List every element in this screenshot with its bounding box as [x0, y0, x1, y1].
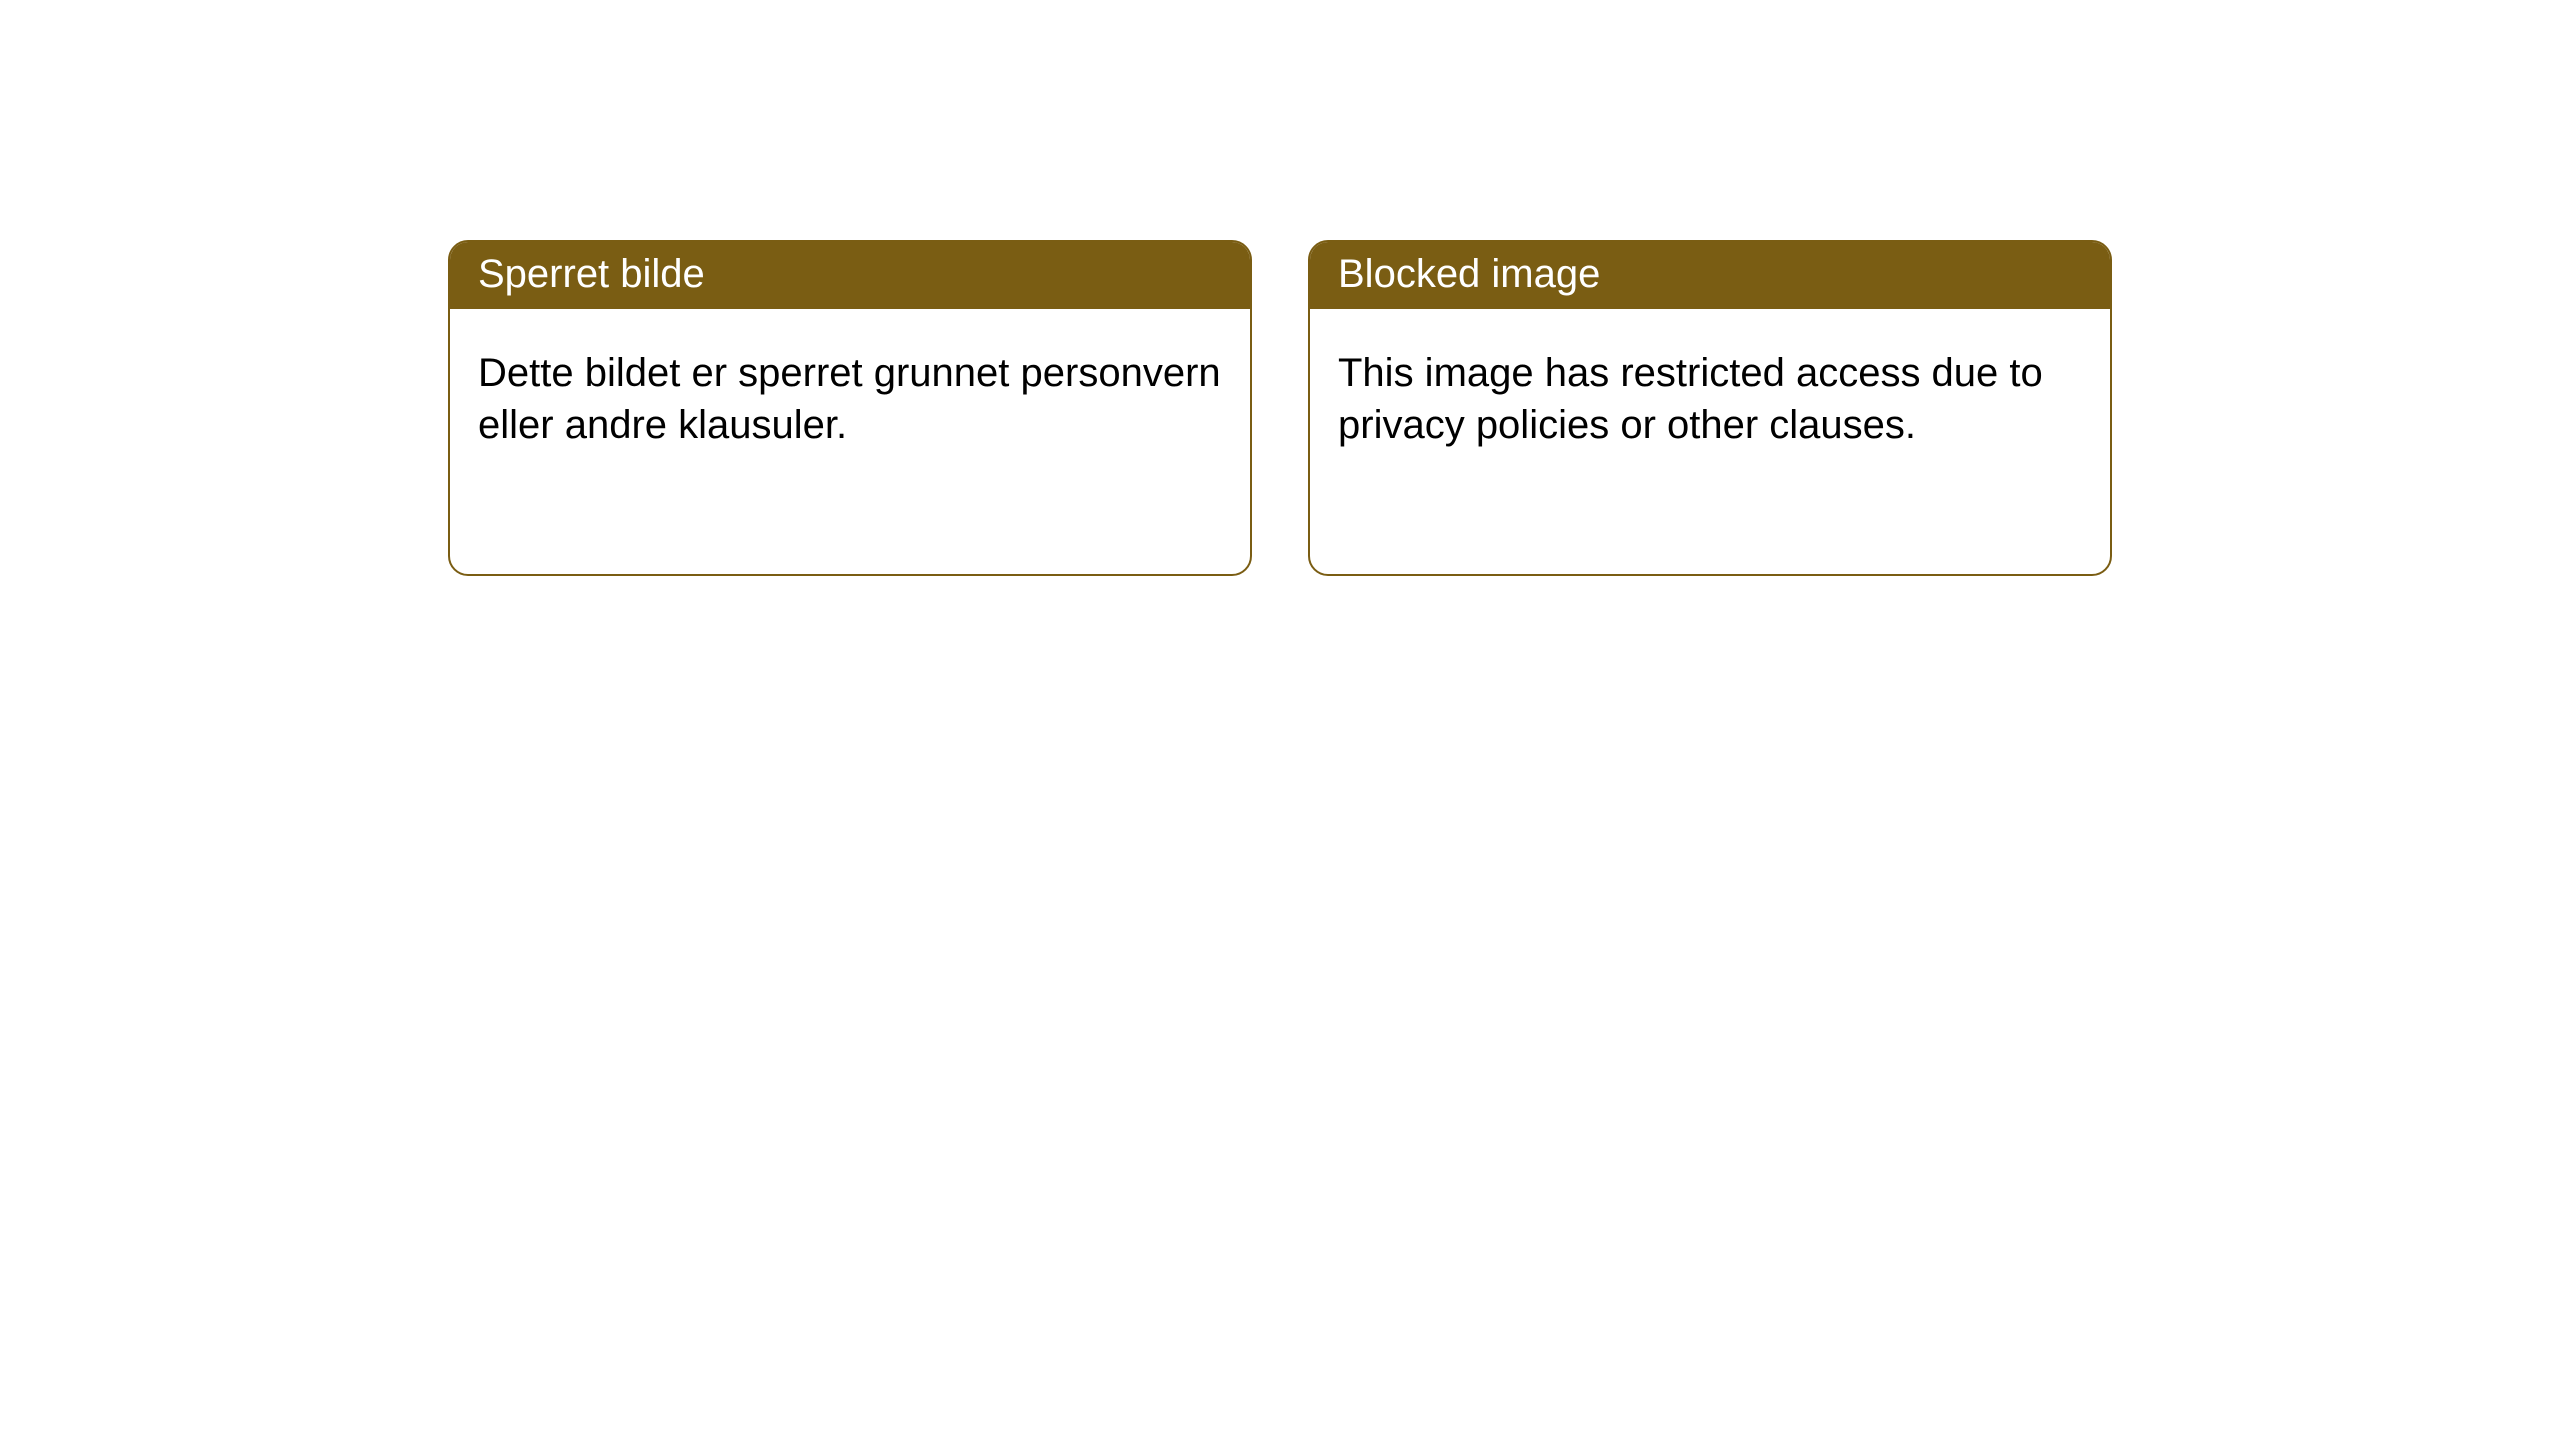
card-title: Blocked image — [1310, 242, 2110, 309]
card-body: This image has restricted access due to … — [1310, 309, 2110, 489]
card-title: Sperret bilde — [450, 242, 1250, 309]
notice-card-en: Blocked image This image has restricted … — [1308, 240, 2112, 576]
cards-container: Sperret bilde Dette bildet er sperret gr… — [0, 0, 2560, 576]
card-body: Dette bildet er sperret grunnet personve… — [450, 309, 1250, 489]
notice-card-no: Sperret bilde Dette bildet er sperret gr… — [448, 240, 1252, 576]
